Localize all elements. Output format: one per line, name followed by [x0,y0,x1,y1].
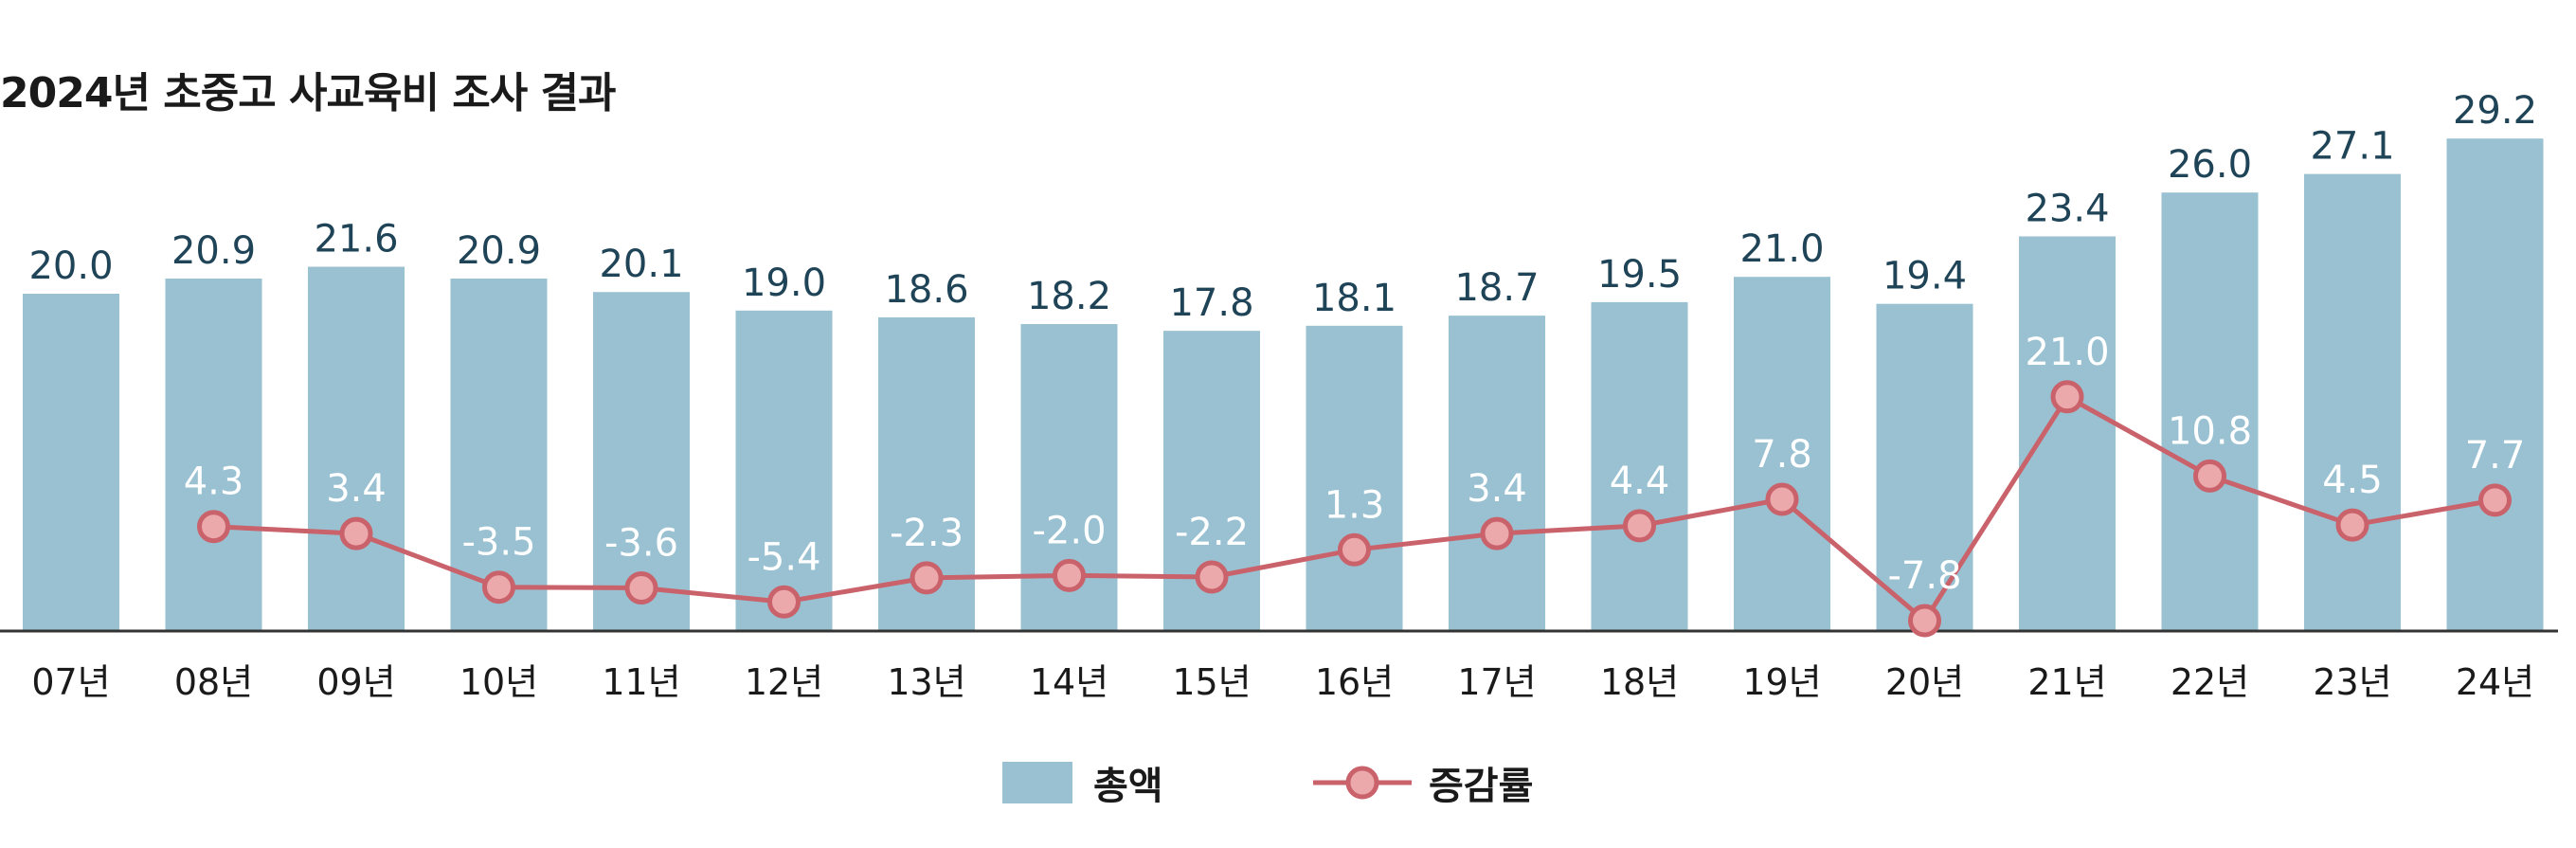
x-tick-label-15: 21년 [2027,661,2106,703]
bar-label-5: 20.1 [599,243,683,286]
growth-label-8: -2.0 [1032,509,1106,552]
x-tick-label-16: 22년 [2171,661,2249,703]
bar-10 [1306,325,1403,631]
bar-label-18: 29.2 [2453,89,2537,133]
growth-label-18: 7.7 [2465,434,2526,478]
growth-label-6: -5.4 [747,535,820,579]
x-tick-label-7: 13년 [887,661,965,703]
bar-label-7: 18.6 [884,268,968,312]
legend-swatch-total [1002,762,1072,803]
growth-label-9: -2.2 [1175,511,1249,554]
bar-14 [1876,303,1973,631]
bars-layer [23,138,2544,632]
growth-point-6 [767,585,801,619]
bar-label-15: 23.4 [2025,187,2109,230]
growth-point-10 [1338,532,1371,567]
legend: 총액 증감률 [0,754,2576,811]
x-tick-label-4: 10년 [459,661,538,703]
growth-label-2: 4.3 [184,460,244,504]
bar-label-1: 20.0 [28,244,113,288]
bar-16 [2161,192,2259,631]
growth-label-14: -7.8 [1887,554,1961,598]
growth-label-17: 4.5 [2322,459,2383,502]
x-tick-label-5: 11년 [602,661,680,703]
growth-point-18 [2478,483,2512,517]
bar-12 [1591,301,1688,631]
growth-point-7 [910,561,944,595]
x-tick-label-17: 23년 [2313,661,2391,703]
bar-2 [165,278,262,631]
combo-chart: 20.0 20.9 21.6 20.9 20.1 19.0 18.6 18.2 17.8 18.1… [0,89,2558,703]
growth-point-11 [1480,516,1514,550]
bar-3 [308,266,405,631]
growth-point-12 [1623,509,1656,543]
bar-label-16: 26.0 [2168,143,2252,187]
bar-label-2: 20.9 [171,229,256,273]
growth-label-16: 10.8 [2168,409,2252,453]
bar-labels-layer: 20.0 20.9 21.6 20.9 20.1 19.0 18.6 18.2 17.8 18.1… [28,89,2537,325]
legend-item-growth: 증감률 [1313,754,1533,811]
bar-label-8: 18.2 [1027,275,1111,318]
growth-point-5 [624,571,658,604]
x-tick-label-14: 20년 [1885,661,1964,703]
x-tick-label-9: 15년 [1172,661,1251,703]
x-tick-label-10: 16년 [1315,661,1394,703]
chart-title: 2024년 초중고 사교육비 조사 결과 [0,69,616,117]
bar-label-12: 19.5 [1597,253,1682,297]
bar-13 [1734,277,1830,631]
bar-18 [2446,138,2544,632]
x-tick-label-11: 17년 [1457,661,1536,703]
growth-label-11: 3.4 [1467,467,1527,511]
growth-label-15: 21.0 [2025,331,2109,374]
growth-point-4 [482,570,515,604]
legend-label-total: 총액 [1093,765,1163,808]
x-tick-label-1: 07년 [31,661,110,703]
growth-point-16 [2193,459,2226,493]
growth-point-9 [1195,560,1229,594]
bar-label-4: 20.9 [457,229,541,273]
bar-label-17: 27.1 [2310,125,2394,169]
growth-label-3: 3.4 [326,467,387,511]
bar-label-11: 18.7 [1454,266,1539,310]
legend-item-total: 총액 [1002,754,1163,811]
x-tick-labels: 07년 08년 09년 10년 11년 12년 13년 14년 15년 16년 17년 18년 19년 2… [31,661,2534,703]
growth-label-12: 4.4 [1610,460,1670,503]
bar-label-14: 19.4 [1882,255,1967,298]
growth-point-13 [1765,482,1799,516]
bar-6 [735,310,833,631]
bar-label-13: 21.0 [1739,227,1824,271]
x-tick-label-2: 08년 [174,661,253,703]
x-tick-label-6: 12년 [745,661,823,703]
bar-11 [1449,316,1545,631]
growth-label-13: 7.8 [1752,433,1812,477]
growth-points-layer [197,380,2512,638]
growth-point-2 [197,510,230,544]
bar-1 [23,294,119,631]
growth-point-15 [2050,380,2084,414]
x-tick-label-8: 14년 [1030,661,1108,703]
bar-label-6: 19.0 [742,262,826,305]
x-tick-label-12: 18년 [1600,661,1679,703]
bar-label-10: 18.1 [1312,277,1396,320]
growth-point-8 [1053,558,1086,592]
x-tick-label-18: 24년 [2456,661,2534,703]
growth-point-14 [1908,604,1941,638]
x-tick-label-3: 09년 [316,661,395,703]
bar-17 [2304,173,2401,631]
growth-point-3 [339,516,373,550]
growth-point-17 [2335,508,2369,542]
growth-label-10: 1.3 [1324,483,1385,527]
growth-label-4: -3.5 [461,521,535,565]
growth-label-5: -3.6 [604,522,678,566]
x-tick-label-13: 19년 [1742,661,1821,703]
bar-label-3: 21.6 [314,218,398,262]
growth-label-7: -2.3 [890,512,964,555]
legend-swatch-growth [1313,766,1412,800]
bar-label-9: 17.8 [1169,281,1253,325]
growth-labels-layer: 4.3 3.4 -3.5 -3.6 -5.4 -2.3 -2.0 -2.2 1.3 3.4 4.4 7… [184,331,2526,598]
bar-15 [2019,236,2116,632]
legend-label-growth: 증감률 [1429,765,1534,808]
